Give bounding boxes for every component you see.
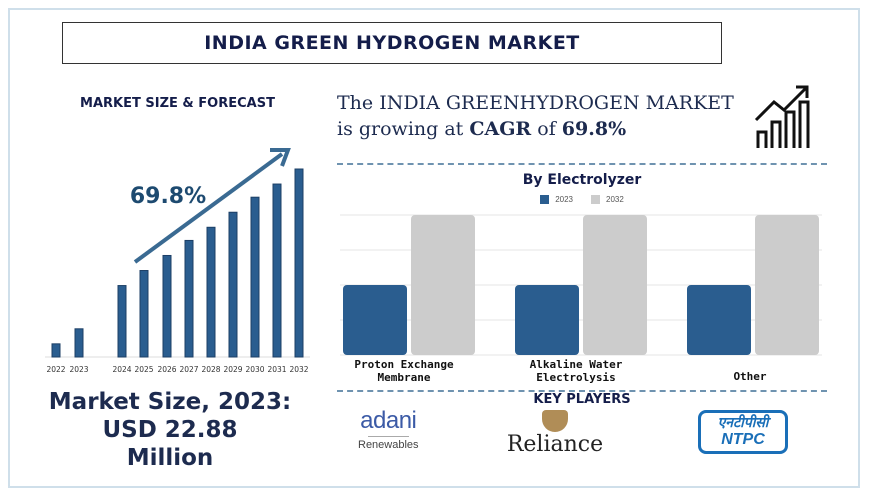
- headline-line: is growing at CAGR of 69.8%: [337, 116, 734, 142]
- tick-label: 2028: [201, 365, 220, 374]
- reliance-logo: Reliance: [500, 410, 610, 458]
- headline-prefix: is growing at: [337, 118, 470, 140]
- market-size-line: USD 22.88: [102, 417, 238, 443]
- electrolyzer-chart-title: By Electrolyzer: [522, 172, 642, 188]
- bar-2029: [228, 211, 238, 358]
- tick-label: 2027: [179, 365, 198, 374]
- tick-label: 2032: [289, 365, 308, 374]
- category-label: Other: [665, 370, 835, 383]
- category-line: Membrane: [377, 371, 431, 384]
- bar-2026: [162, 254, 172, 358]
- tick-label: 2030: [245, 365, 264, 374]
- headline-line: The INDIA GREENHYDROGEN MARKET: [337, 92, 734, 114]
- bar-2024: [117, 285, 127, 358]
- bar-2023: [74, 328, 84, 358]
- divider: [337, 163, 827, 165]
- arrow-head-icon: [270, 148, 291, 167]
- bar-2022: [51, 343, 61, 358]
- key-players-title: KEY PLAYERS: [533, 392, 631, 407]
- page-title: INDIA GREEN HYDROGEN MARKET: [62, 22, 722, 64]
- tick-label: 2026: [157, 365, 176, 374]
- bar-2023: [343, 285, 407, 355]
- ntpc-logo: एनटीपीसी NTPC: [698, 410, 788, 454]
- bar-2025: [139, 270, 149, 358]
- bar-2023: [687, 285, 751, 355]
- tick-label: 2024: [112, 365, 131, 374]
- category-line: Proton Exchange: [354, 358, 454, 371]
- reliance-mark-icon: [542, 410, 568, 432]
- headline-of: of: [531, 118, 562, 140]
- adani-name: adani: [360, 407, 417, 434]
- market-size-text: Market Size, 2023: USD 22.88 Million: [20, 388, 320, 472]
- market-size-title: MARKET SIZE & FORECAST: [80, 96, 275, 111]
- cagr-headline: The INDIA GREENHYDROGEN MARKET is growin…: [337, 90, 734, 142]
- category-line: Alkaline Water: [529, 358, 623, 371]
- adani-logo: adani Renewables: [358, 407, 419, 452]
- bar-2032: [755, 215, 819, 355]
- bar-2032: [294, 168, 304, 358]
- tick-label: 2029: [223, 365, 242, 374]
- market-size-chart: 2022 2023 2024 2025 2026 2027 2028 2029 2030 2031…: [45, 148, 310, 374]
- headline-value: 69.8%: [561, 118, 627, 140]
- category-line: Other: [733, 370, 767, 383]
- tick-label: 2022: [46, 365, 65, 374]
- chart-legend: 2023 2032: [337, 195, 827, 205]
- adani-sub: Renewables: [358, 439, 419, 451]
- infographic-frame: [8, 8, 860, 488]
- growth-chart-icon: [754, 85, 810, 148]
- bar-2027: [184, 239, 194, 358]
- bar-2028: [206, 226, 216, 358]
- market-size-line: Market Size, 2023:: [48, 389, 292, 415]
- reliance-name: Reliance: [506, 432, 604, 457]
- tick-label: 2023: [69, 365, 88, 374]
- bar-2032: [583, 215, 647, 355]
- tick-label: 2031: [267, 365, 286, 374]
- market-size-line: Million: [126, 445, 214, 471]
- cagr-annotation: 69.8%: [130, 184, 206, 209]
- bar-2032: [411, 215, 475, 355]
- bar-2023: [515, 285, 579, 355]
- divider: [337, 390, 827, 392]
- ntpc-name: NTPC: [721, 431, 765, 448]
- legend-item-2023: 2023: [540, 195, 573, 205]
- ntpc-hindi: एनटीपीसी: [717, 414, 769, 430]
- legend-label: 2023: [555, 195, 573, 204]
- legend-label: 2032: [606, 195, 624, 204]
- category-label: Alkaline Water Electrolysis: [491, 358, 661, 384]
- legend-item-2032: 2032: [591, 195, 624, 205]
- trend-arrow: [133, 152, 284, 264]
- tick-label: 2025: [134, 365, 153, 374]
- bar-2031: [272, 183, 282, 358]
- electrolyzer-chart: [340, 214, 822, 356]
- category-label: Proton Exchange Membrane: [319, 358, 489, 384]
- category-line: Electrolysis: [536, 371, 616, 384]
- bar-2030: [250, 196, 260, 358]
- headline-cagr: CAGR: [469, 118, 532, 140]
